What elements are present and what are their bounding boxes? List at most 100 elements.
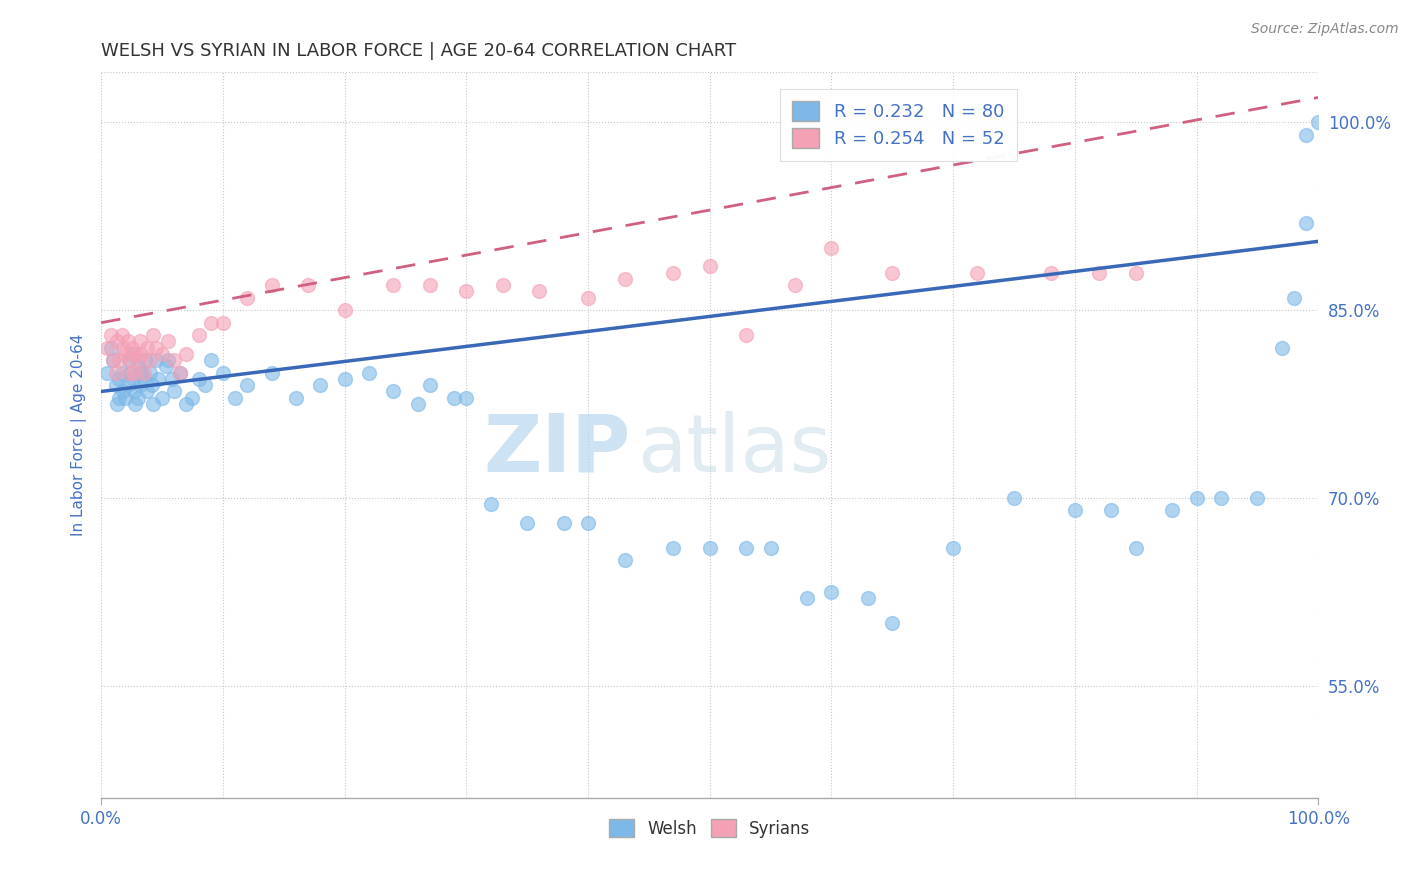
Point <box>141 378 163 392</box>
Point <box>127 391 149 405</box>
Point <box>820 584 842 599</box>
Point <box>406 397 429 411</box>
Point <box>966 266 988 280</box>
Point <box>96 341 118 355</box>
Point <box>882 266 904 280</box>
Point <box>176 397 198 411</box>
Point <box>142 328 165 343</box>
Point <box>856 591 879 605</box>
Text: atlas: atlas <box>637 411 831 489</box>
Point <box>576 516 599 530</box>
Point <box>613 553 636 567</box>
Point <box>783 278 806 293</box>
Point <box>1282 291 1305 305</box>
Point <box>613 272 636 286</box>
Point <box>124 347 146 361</box>
Point <box>662 541 685 555</box>
Point <box>419 278 441 293</box>
Point <box>176 347 198 361</box>
Point <box>211 366 233 380</box>
Point <box>333 372 356 386</box>
Point <box>136 341 159 355</box>
Text: Source: ZipAtlas.com: Source: ZipAtlas.com <box>1251 22 1399 37</box>
Point <box>1063 503 1085 517</box>
Point <box>121 372 143 386</box>
Point <box>1039 266 1062 280</box>
Point <box>1271 341 1294 355</box>
Point <box>127 359 149 374</box>
Point <box>419 378 441 392</box>
Point <box>1185 491 1208 505</box>
Point <box>117 334 139 349</box>
Point <box>456 391 478 405</box>
Point <box>942 541 965 555</box>
Point <box>127 353 149 368</box>
Point <box>200 316 222 330</box>
Point <box>100 328 122 343</box>
Point <box>735 541 758 555</box>
Point <box>260 366 283 380</box>
Point <box>150 391 173 405</box>
Point <box>260 278 283 293</box>
Point <box>121 347 143 361</box>
Point <box>492 278 515 293</box>
Text: ZIP: ZIP <box>484 411 630 489</box>
Point <box>134 353 156 368</box>
Point <box>529 285 551 299</box>
Point <box>382 278 405 293</box>
Point <box>117 378 139 392</box>
Point <box>662 266 685 280</box>
Point <box>236 378 259 392</box>
Point <box>122 366 145 380</box>
Point <box>148 372 170 386</box>
Point <box>112 384 135 399</box>
Point <box>111 366 134 380</box>
Point <box>121 341 143 355</box>
Point <box>309 378 332 392</box>
Point <box>236 291 259 305</box>
Point <box>1125 541 1147 555</box>
Point <box>129 378 152 392</box>
Point <box>882 615 904 630</box>
Point <box>111 328 134 343</box>
Legend: Welsh, Syrians: Welsh, Syrians <box>603 813 817 844</box>
Point <box>1161 503 1184 517</box>
Point <box>1295 128 1317 142</box>
Point <box>157 353 180 368</box>
Point <box>108 372 131 386</box>
Point <box>120 353 142 368</box>
Point <box>699 260 721 274</box>
Point <box>122 384 145 399</box>
Point <box>297 278 319 293</box>
Point <box>163 384 186 399</box>
Point <box>187 372 209 386</box>
Point <box>120 366 142 380</box>
Point <box>155 359 177 374</box>
Point <box>112 341 135 355</box>
Point <box>382 384 405 399</box>
Point <box>132 366 155 380</box>
Point <box>211 316 233 330</box>
Point <box>284 391 307 405</box>
Point <box>200 353 222 368</box>
Point <box>699 541 721 555</box>
Point <box>105 334 128 349</box>
Point <box>187 328 209 343</box>
Point <box>129 347 152 361</box>
Point <box>145 341 167 355</box>
Text: WELSH VS SYRIAN IN LABOR FORCE | AGE 20-64 CORRELATION CHART: WELSH VS SYRIAN IN LABOR FORCE | AGE 20-… <box>101 42 737 60</box>
Point <box>124 397 146 411</box>
Point <box>516 516 538 530</box>
Point <box>759 541 782 555</box>
Point <box>129 334 152 349</box>
Point <box>142 397 165 411</box>
Point <box>1088 266 1111 280</box>
Point <box>169 366 191 380</box>
Point <box>139 353 162 368</box>
Point <box>357 366 380 380</box>
Point <box>1246 491 1268 505</box>
Point <box>104 366 127 380</box>
Point <box>443 391 465 405</box>
Point <box>576 291 599 305</box>
Point <box>100 341 122 355</box>
